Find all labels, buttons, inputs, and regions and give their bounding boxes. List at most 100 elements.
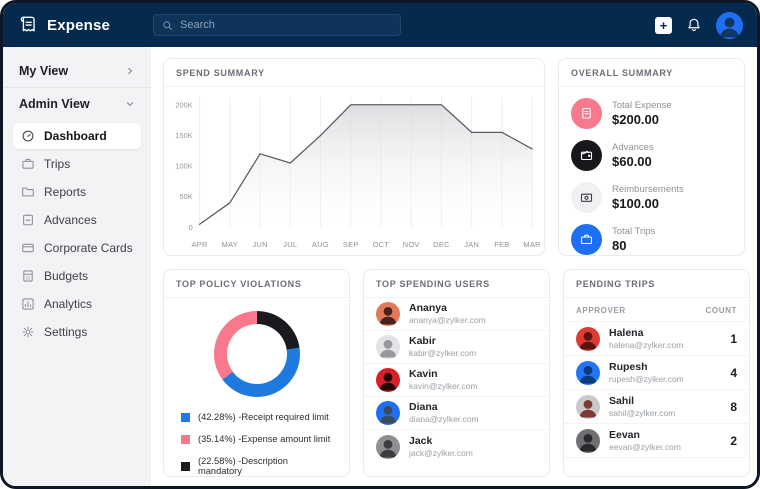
spend-summary-title: SPEND SUMMARY	[164, 59, 544, 87]
sidebar-section-my-view[interactable]: My View	[3, 55, 151, 88]
spend-summary-area-chart: APR MAY JUN JUL AUG SEP OCT NOV DEC JAN FEB MAR 0 50K…	[175, 96, 541, 249]
user-email: jack@zylker.com	[409, 447, 473, 458]
trip-count: 2	[730, 433, 737, 448]
sidebar: My View Admin View Dashboard	[3, 47, 151, 486]
avatar	[576, 326, 600, 351]
sidebar-item-corporate-cards[interactable]: Corporate Cards	[13, 235, 141, 261]
topbar: Expense +	[3, 3, 757, 47]
user-name: Jack	[409, 434, 433, 447]
metric-value: $100.00	[612, 196, 659, 211]
app-title: Expense	[47, 16, 111, 34]
approver-name: Halena	[609, 326, 644, 339]
sidebar-nav: Dashboard Trips Reports	[13, 122, 141, 346]
svg-text:150K: 150K	[175, 131, 192, 140]
credit-card-icon	[21, 241, 35, 255]
avatar	[376, 368, 400, 392]
global-search[interactable]	[153, 14, 401, 36]
violations-title: TOP POLICY VIOLATIONS	[164, 270, 349, 298]
metric-label: Total Trips	[612, 226, 656, 237]
svg-text:AUG: AUG	[312, 240, 329, 249]
user-email: kavin@zylker.com	[409, 381, 478, 392]
svg-text:OCT: OCT	[373, 240, 390, 249]
overall-summary-title: OVERALL SUMMARY	[559, 59, 744, 87]
top-policy-violations-card: TOP POLICY VIOLATIONS (42.28%) -Receipt …	[163, 269, 350, 477]
violations-legend: (42.28%) -Receipt required limit (35.14%…	[164, 397, 349, 476]
chevron-right-icon	[125, 66, 135, 76]
pending-trips-columns: APPROVER COUNT	[564, 298, 749, 322]
wallet-icon	[571, 140, 602, 171]
user-name: Kabir	[409, 335, 436, 348]
table-row[interactable]: Eevan eevan@zylker.com 2	[564, 424, 749, 458]
receipt-icon	[571, 98, 602, 129]
table-row[interactable]: Rupesh rupesh@zylker.com 4	[564, 356, 749, 390]
svg-text:JUL: JUL	[283, 240, 297, 249]
metric-value: $200.00	[612, 112, 659, 127]
svg-text:JUN: JUN	[252, 240, 267, 249]
top-spending-users-card: TOP SPENDING USERS Ananya ananya@zylker.c…	[363, 269, 550, 477]
svg-text:50K: 50K	[180, 192, 193, 201]
list-item[interactable]: Ananya ananya@zylker.com	[364, 298, 549, 331]
trip-count: 8	[730, 399, 737, 414]
sidebar-item-label: Budgets	[44, 269, 89, 283]
search-input[interactable]	[180, 19, 392, 31]
sidebar-item-dashboard[interactable]: Dashboard	[13, 123, 141, 149]
column-count: COUNT	[705, 306, 737, 315]
legend-label: (35.14%) -Expense amount limit	[198, 434, 331, 444]
briefcase-icon	[571, 224, 602, 255]
expense-receipt-logo-icon	[17, 14, 39, 36]
overall-summary-card: OVERALL SUMMARY Total Expense $200.00	[558, 58, 745, 256]
user-email: diana@zylker.com	[409, 414, 479, 425]
sidebar-item-label: Trips	[44, 157, 71, 171]
list-item[interactable]: Jack jack@zylker.com	[364, 430, 549, 463]
metric-advances: Advances $60.00	[571, 140, 732, 171]
user-email: kabir@zylker.com	[409, 348, 477, 359]
app-logo: Expense	[17, 14, 153, 36]
legend-label: (42.28%) -Receipt required limit	[198, 412, 329, 422]
sidebar-item-label: Dashboard	[44, 129, 107, 143]
pending-trips-card: PENDING TRIPS APPROVER COUNT Halena halen…	[563, 269, 750, 477]
user-name: Diana	[409, 401, 438, 414]
legend-item: (22.58%) -Description mandatory	[181, 456, 332, 476]
metric-value: $60.00	[612, 154, 652, 169]
analytics-bar-chart-icon	[21, 297, 35, 311]
sidebar-item-reports[interactable]: Reports	[13, 179, 141, 205]
briefcase-icon	[21, 157, 35, 171]
pending-trips-title: PENDING TRIPS	[564, 270, 749, 298]
table-row[interactable]: Halena halena@zylker.com 1	[564, 322, 749, 356]
legend-swatch	[181, 412, 190, 422]
approver-email: rupesh@zylker.com	[609, 373, 684, 384]
legend-item: (42.28%) -Receipt required limit	[181, 412, 332, 422]
metric-label: Total Expense	[612, 100, 672, 111]
svg-text:APR: APR	[192, 240, 208, 249]
window-body: My View Admin View Dashboard	[3, 47, 757, 486]
sidebar-item-analytics[interactable]: Analytics	[13, 291, 141, 317]
avatar	[576, 360, 600, 385]
list-item[interactable]: Diana diana@zylker.com	[364, 397, 549, 430]
user-name: Ananya	[409, 302, 447, 315]
advance-clipboard-icon	[21, 213, 35, 227]
approver-name: Sahil	[609, 394, 635, 407]
sidebar-item-trips[interactable]: Trips	[13, 151, 141, 177]
table-row[interactable]: Sahil sahil@zylker.com 8	[564, 390, 749, 424]
metric-label: Advances	[612, 142, 654, 153]
svg-text:100K: 100K	[175, 162, 192, 171]
my-view-label: My View	[19, 64, 69, 78]
metric-total-trips: Total Trips 80	[571, 224, 732, 255]
svg-text:200K: 200K	[175, 100, 192, 109]
avatar	[376, 302, 400, 326]
list-item[interactable]: Kavin kavin@zylker.com	[364, 364, 549, 397]
sidebar-section-admin-view[interactable]: Admin View	[13, 88, 141, 120]
sidebar-item-advances[interactable]: Advances	[13, 207, 141, 233]
svg-text:JAN: JAN	[464, 240, 479, 249]
sidebar-item-budgets[interactable]: Budgets	[13, 263, 141, 289]
chevron-down-icon	[125, 99, 135, 109]
legend-swatch	[181, 434, 190, 444]
avatar	[576, 394, 600, 419]
user-name: Kavin	[409, 368, 438, 381]
user-avatar[interactable]	[716, 11, 743, 39]
approver-name: Rupesh	[609, 360, 648, 373]
quick-add-button[interactable]: +	[655, 16, 672, 34]
list-item[interactable]: Kabir kabir@zylker.com	[364, 331, 549, 364]
sidebar-item-settings[interactable]: Settings	[13, 319, 141, 345]
notifications-button[interactable]	[686, 17, 702, 33]
